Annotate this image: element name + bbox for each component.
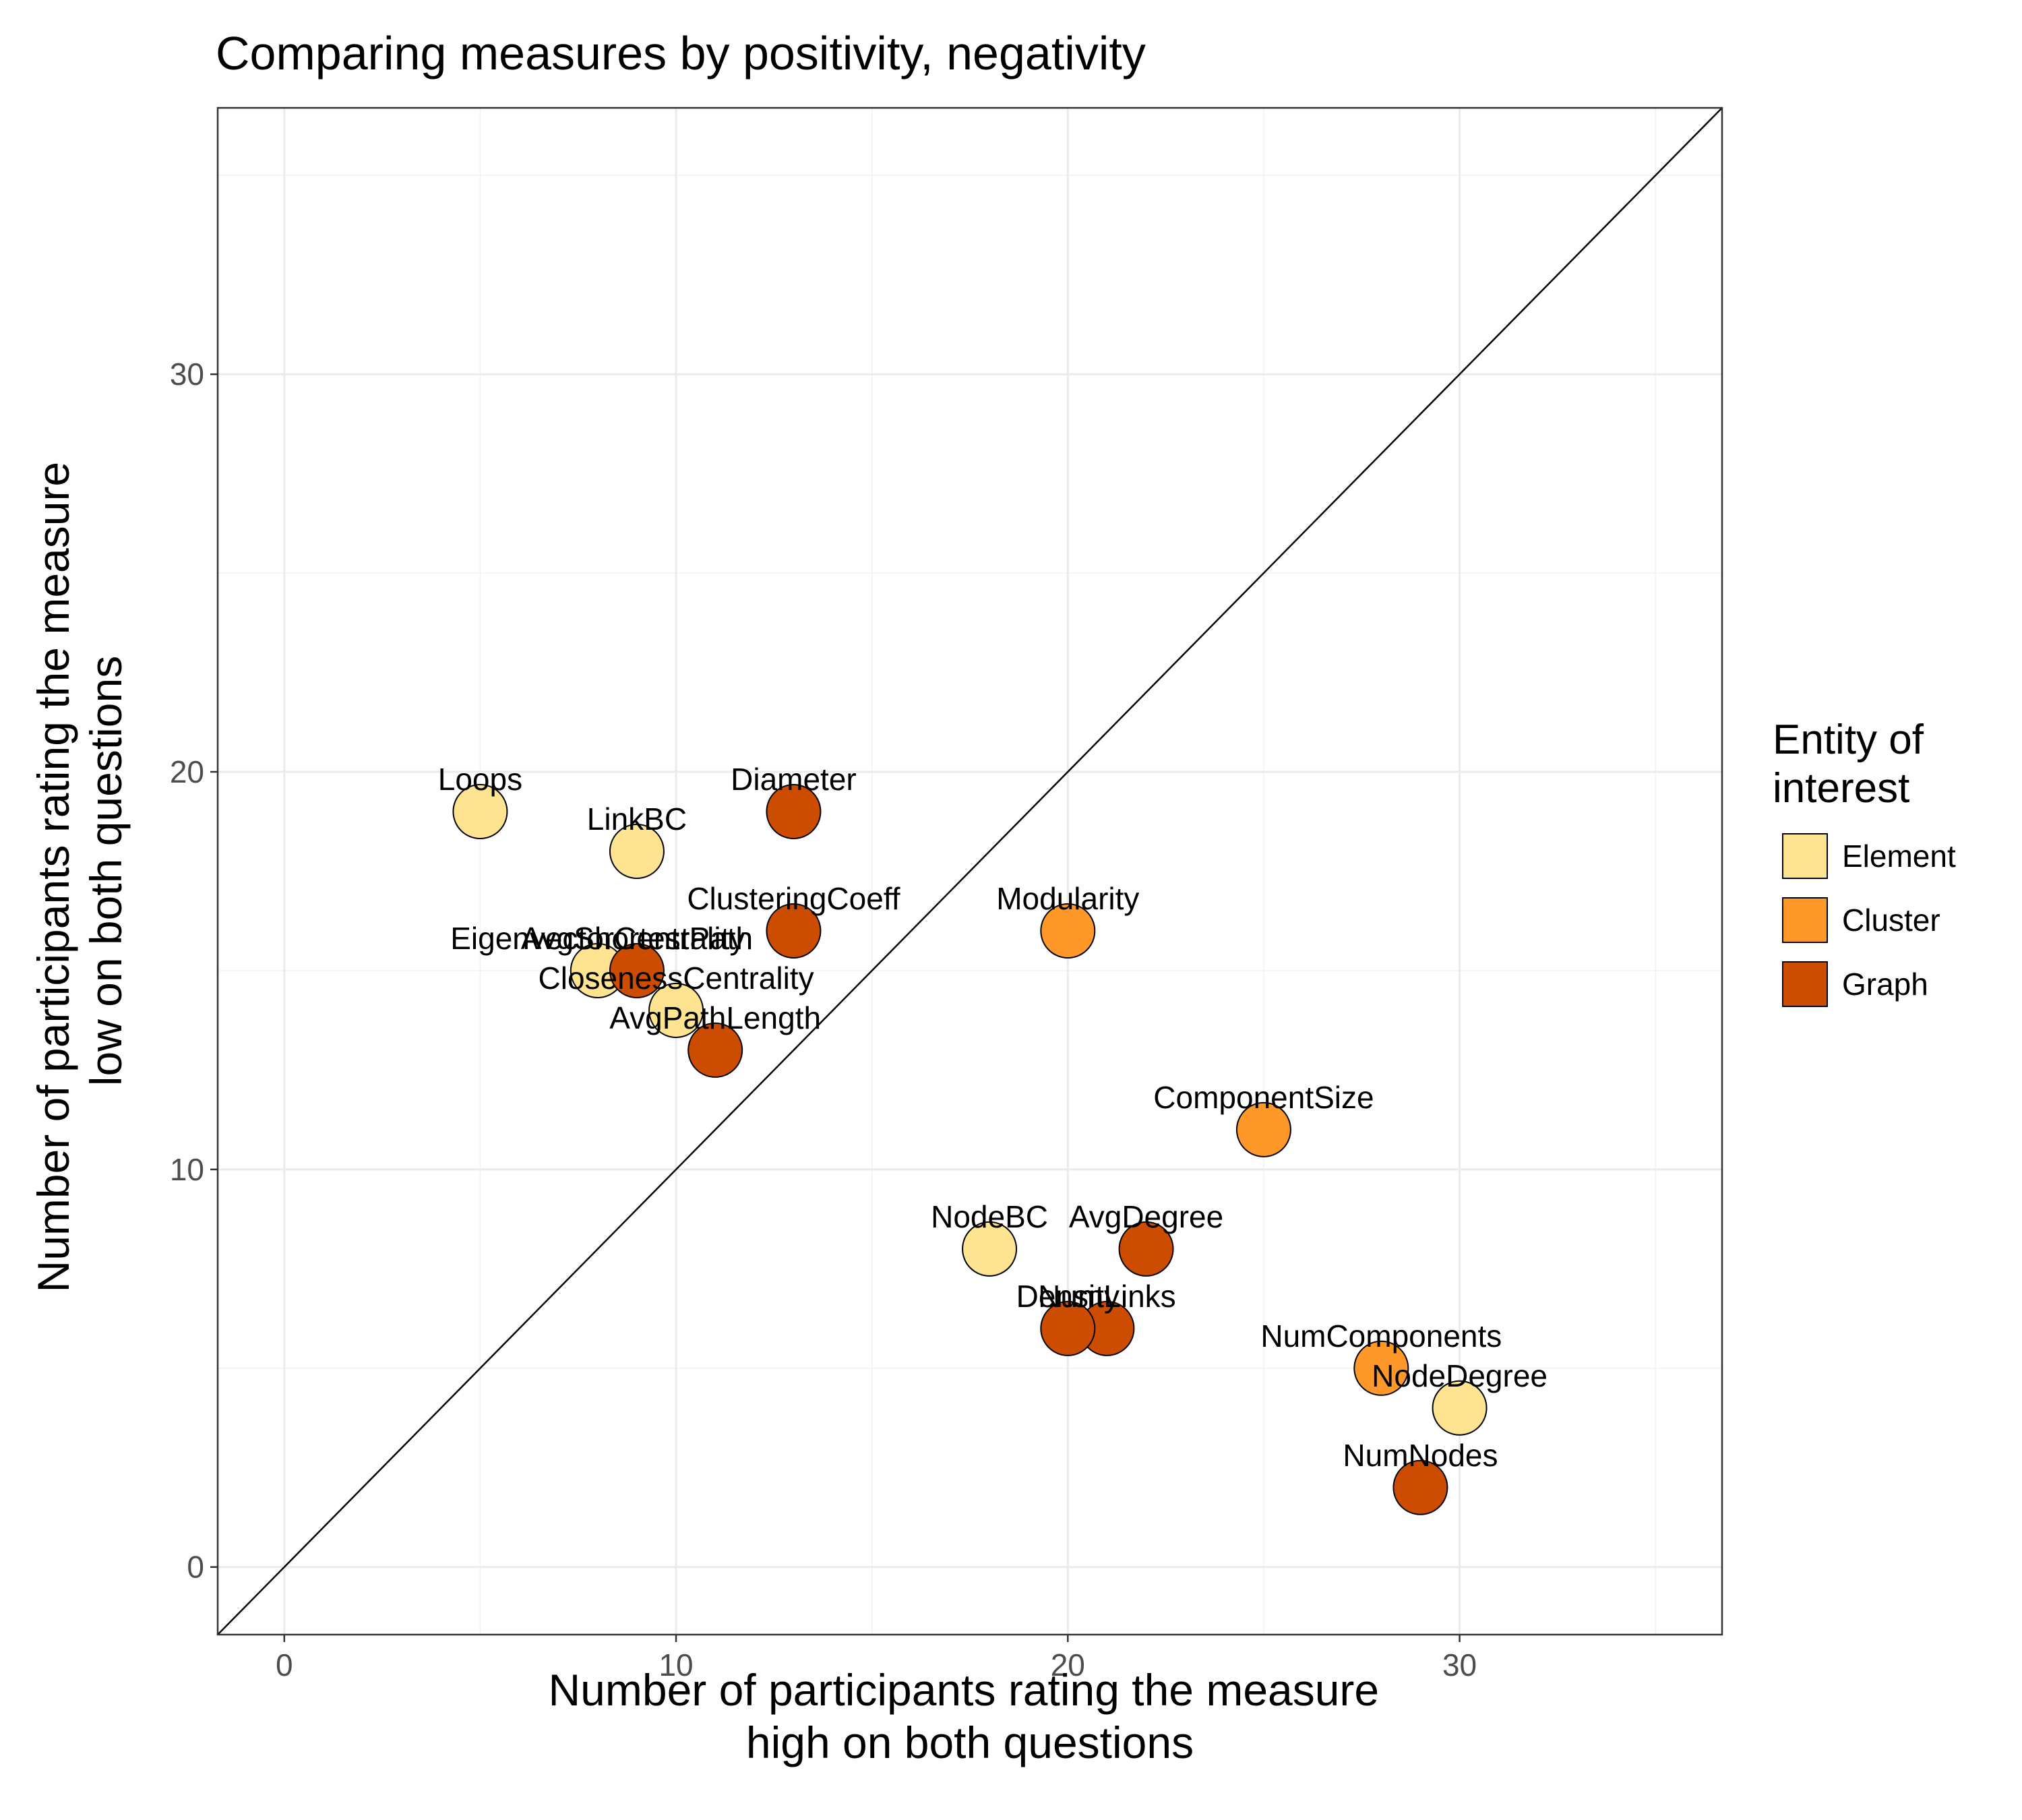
point-nodebc xyxy=(962,1221,1018,1277)
y-tick-label: 30 xyxy=(170,357,204,392)
point-label-linkbc: LinkBC xyxy=(587,801,687,837)
point-diameter xyxy=(766,784,822,840)
legend-key-cluster xyxy=(1782,897,1828,943)
point-componentsize xyxy=(1235,1101,1291,1157)
x-axis-title-line-2: high on both questions xyxy=(746,1718,1194,1767)
grid-major xyxy=(218,108,1722,1635)
point-label-modularity: Modularity xyxy=(996,881,1139,916)
legend-label-graph: Graph xyxy=(1842,967,1928,1002)
plot-area: Loops LinkBC EigenvectorCentralityAvgShort… xyxy=(216,107,1723,1636)
point-loops xyxy=(452,784,508,840)
legend-key-graph xyxy=(1782,961,1828,1007)
x-axis-title: Number of participants rating the measur… xyxy=(549,1665,1392,1767)
point-labels-layer: Loops LinkBC EigenvectorCentralityAvgShort… xyxy=(438,762,1548,1473)
point-label-nodedegree: NodeDegree xyxy=(1372,1358,1548,1393)
x-tick-label: 0 xyxy=(276,1647,293,1682)
x-tick-label: 30 xyxy=(1442,1647,1477,1682)
point-label-numcomponents: NumComponents xyxy=(1260,1318,1502,1354)
point-label-clusteringcoeff: ClusteringCoeff xyxy=(687,881,900,916)
point-nodedegree xyxy=(1432,1380,1488,1436)
point-label-numnodes: NumNodes xyxy=(1343,1438,1498,1473)
grid-minor xyxy=(218,108,1722,1635)
y-axis-title-line-1: Number of participants rating the measur… xyxy=(28,462,78,1293)
legend: Entity of interest Element Cluster Graph xyxy=(1773,717,1956,1007)
point-avgpathlength xyxy=(687,1022,743,1078)
chart-title: Comparing measures by positivity, negati… xyxy=(216,27,1146,80)
point-density xyxy=(1040,1300,1096,1356)
y-tick-label: 20 xyxy=(170,754,204,789)
point-label-loops: Loops xyxy=(438,762,522,797)
x-axis-title-line-1: Number of participants rating the measur… xyxy=(549,1665,1380,1715)
y-tick-label: 10 xyxy=(170,1152,204,1187)
x-tick-label: 10 xyxy=(658,1647,693,1682)
point-numnodes xyxy=(1392,1459,1448,1515)
point-numcomponents xyxy=(1353,1340,1409,1396)
legend-title-line-1: Entity of xyxy=(1773,717,1924,763)
legend-label-cluster: Cluster xyxy=(1842,903,1940,938)
point-label-nodebc: NodeBC xyxy=(931,1199,1048,1234)
legend-items: Element Cluster Graph xyxy=(1782,833,1956,1007)
point-label-avgshortestpath: AvgShortestPath xyxy=(521,921,753,956)
reference-line xyxy=(217,107,1723,1635)
points-layer xyxy=(452,784,1488,1515)
reference-line-layer xyxy=(217,107,1723,1635)
point-label-avgpathlength: AvgPathLength xyxy=(609,1000,821,1035)
point-clusteringcoeff xyxy=(766,903,822,959)
x-axis-ticks: 0 10 20 30 xyxy=(276,1635,1477,1682)
point-label-diameter: Diameter xyxy=(731,762,857,797)
point-label-numlinks: NumLinks xyxy=(1038,1279,1176,1314)
point-label-componentsize: ComponentSize xyxy=(1153,1080,1374,1115)
plot-border xyxy=(216,107,1723,1636)
legend-title: Entity of interest xyxy=(1773,717,1935,812)
point-closenesscentrality xyxy=(648,982,704,1038)
x-tick-label: 20 xyxy=(1051,1647,1085,1682)
point-label-avgdegree: AvgDegree xyxy=(1069,1199,1223,1234)
point-modularity xyxy=(1040,903,1096,959)
y-axis-title-line-2: low on both questions xyxy=(81,656,131,1086)
point-label-density: Density xyxy=(1016,1279,1120,1314)
point-label-closenesscentrality: ClosenessCentrality xyxy=(539,961,814,996)
y-tick-label: 0 xyxy=(187,1550,204,1585)
legend-title-line-2: interest xyxy=(1773,765,1909,812)
legend-label-element: Element xyxy=(1842,839,1956,874)
point-label-eigenvectorcentrality: EigenvectorCentrality xyxy=(450,921,745,956)
point-avgdegree xyxy=(1118,1221,1174,1277)
y-axis-title: Number of participants rating the measur… xyxy=(28,450,131,1293)
point-linkbc xyxy=(609,824,665,880)
y-axis-ticks: 0 10 20 30 xyxy=(170,357,218,1585)
point-avgshortestpath xyxy=(609,942,665,998)
legend-key-element xyxy=(1782,833,1828,879)
